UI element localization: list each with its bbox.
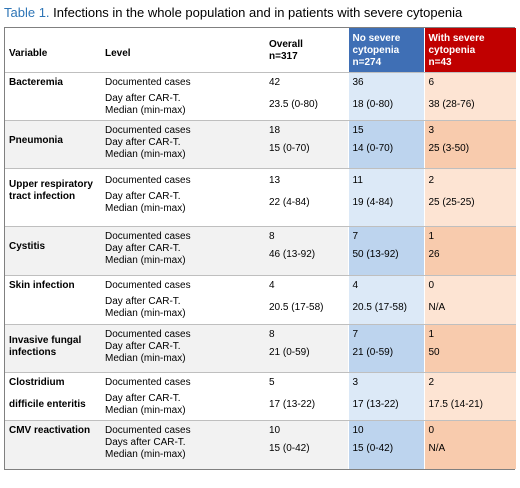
overall-cell: 10 15 (0-42) bbox=[265, 420, 348, 469]
table-row: Cystitis Documented cases Day after CAR-T… bbox=[5, 226, 516, 276]
table-row: Pneumonia Documented cases Day after CAR-… bbox=[5, 120, 516, 169]
variable-cell: CMV reactivation bbox=[5, 420, 101, 469]
no-severe-cell: 36 18 (0-80) bbox=[347, 72, 424, 121]
table-label: Table 1. bbox=[4, 5, 50, 20]
table-header-row: Variable Level Overall n=317 No severe c… bbox=[5, 28, 516, 73]
with-severe-cell: 0 N/A bbox=[423, 420, 516, 469]
variable-cell: Bacteremia bbox=[5, 72, 101, 121]
table-row: Clostridium difficile enteritis Documente… bbox=[5, 372, 516, 421]
variable-cell: Clostridium difficile enteritis bbox=[5, 372, 101, 421]
overall-cell: 4 20.5 (17-58) bbox=[265, 275, 348, 325]
overall-cell: 8 46 (13-92) bbox=[265, 226, 348, 276]
table-row: Invasive fungal infections Documented cas… bbox=[5, 324, 516, 373]
no-severe-cell: 15 14 (0-70) bbox=[347, 120, 424, 169]
table-title: Infections in the whole population and i… bbox=[49, 5, 463, 20]
with-severe-cell: 1 26 bbox=[423, 226, 516, 276]
variable-cell: Pneumonia bbox=[5, 120, 101, 169]
variable-cell: Skin infection bbox=[5, 275, 101, 325]
variable-cell: Invasive fungal infections bbox=[5, 324, 101, 373]
no-severe-cell: 7 21 (0-59) bbox=[347, 324, 424, 373]
table-caption: Table 1. Infections in the whole populat… bbox=[4, 4, 516, 21]
with-severe-cell: 1 50 bbox=[423, 324, 516, 373]
table-row: Skin infection Documented cases Day after… bbox=[5, 275, 516, 325]
with-severe-cell: 6 38 (28-76) bbox=[423, 72, 516, 121]
with-severe-cell: 3 25 (3-50) bbox=[423, 120, 516, 169]
header-overall: Overall n=317 bbox=[265, 28, 348, 73]
table-row: Bacteremia Documented cases Day after CAR… bbox=[5, 72, 516, 121]
header-level: Level bbox=[101, 28, 265, 73]
header-no-severe-cytopenia: No severe cytopenia n=274 bbox=[347, 28, 424, 73]
overall-cell: 18 15 (0-70) bbox=[265, 120, 348, 169]
no-severe-cell: 11 19 (4-84) bbox=[347, 168, 424, 227]
header-variable: Variable bbox=[5, 28, 101, 73]
overall-cell: 8 21 (0-59) bbox=[265, 324, 348, 373]
overall-cell: 42 23.5 (0-80) bbox=[265, 72, 348, 121]
level-cell: Documented cases Day after CAR-T. Median (… bbox=[101, 168, 265, 227]
level-cell: Documented cases Day after CAR-T. Median (… bbox=[101, 72, 265, 121]
with-severe-cell: 2 25 (25-25) bbox=[423, 168, 516, 227]
no-severe-cell: 3 17 (13-22) bbox=[347, 372, 424, 421]
overall-cell: 5 17 (13-22) bbox=[265, 372, 348, 421]
level-cell: Documented cases Day after CAR-T. Median (… bbox=[101, 226, 265, 276]
level-cell: Documented cases Days after CAR-T. Median … bbox=[101, 420, 265, 469]
header-with-severe-cytopenia: With severe cytopenia n=43 bbox=[423, 28, 516, 73]
level-cell: Documented cases Day after CAR-T. Median (… bbox=[101, 120, 265, 169]
with-severe-cell: 2 17.5 (14-21) bbox=[423, 372, 516, 421]
variable-cell: Cystitis bbox=[5, 226, 101, 276]
level-cell: Documented cases Day after CAR-T. Median (… bbox=[101, 275, 265, 325]
variable-cell: Upper respiratory tract infection bbox=[5, 168, 101, 227]
no-severe-cell: 10 15 (0-42) bbox=[347, 420, 424, 469]
table-row: Upper respiratory tract infection Documen… bbox=[5, 168, 516, 227]
infections-table: Variable Level Overall n=317 No severe c… bbox=[4, 27, 516, 470]
with-severe-cell: 0 N/A bbox=[423, 275, 516, 325]
level-cell: Documented cases Day after CAR-T. Median (… bbox=[101, 372, 265, 421]
overall-cell: 13 22 (4-84) bbox=[265, 168, 348, 227]
no-severe-cell: 4 20.5 (17-58) bbox=[347, 275, 424, 325]
no-severe-cell: 7 50 (13-92) bbox=[347, 226, 424, 276]
table-row: CMV reactivation Documented cases Days af… bbox=[5, 420, 516, 469]
level-cell: Documented cases Day after CAR-T. Median (… bbox=[101, 324, 265, 373]
